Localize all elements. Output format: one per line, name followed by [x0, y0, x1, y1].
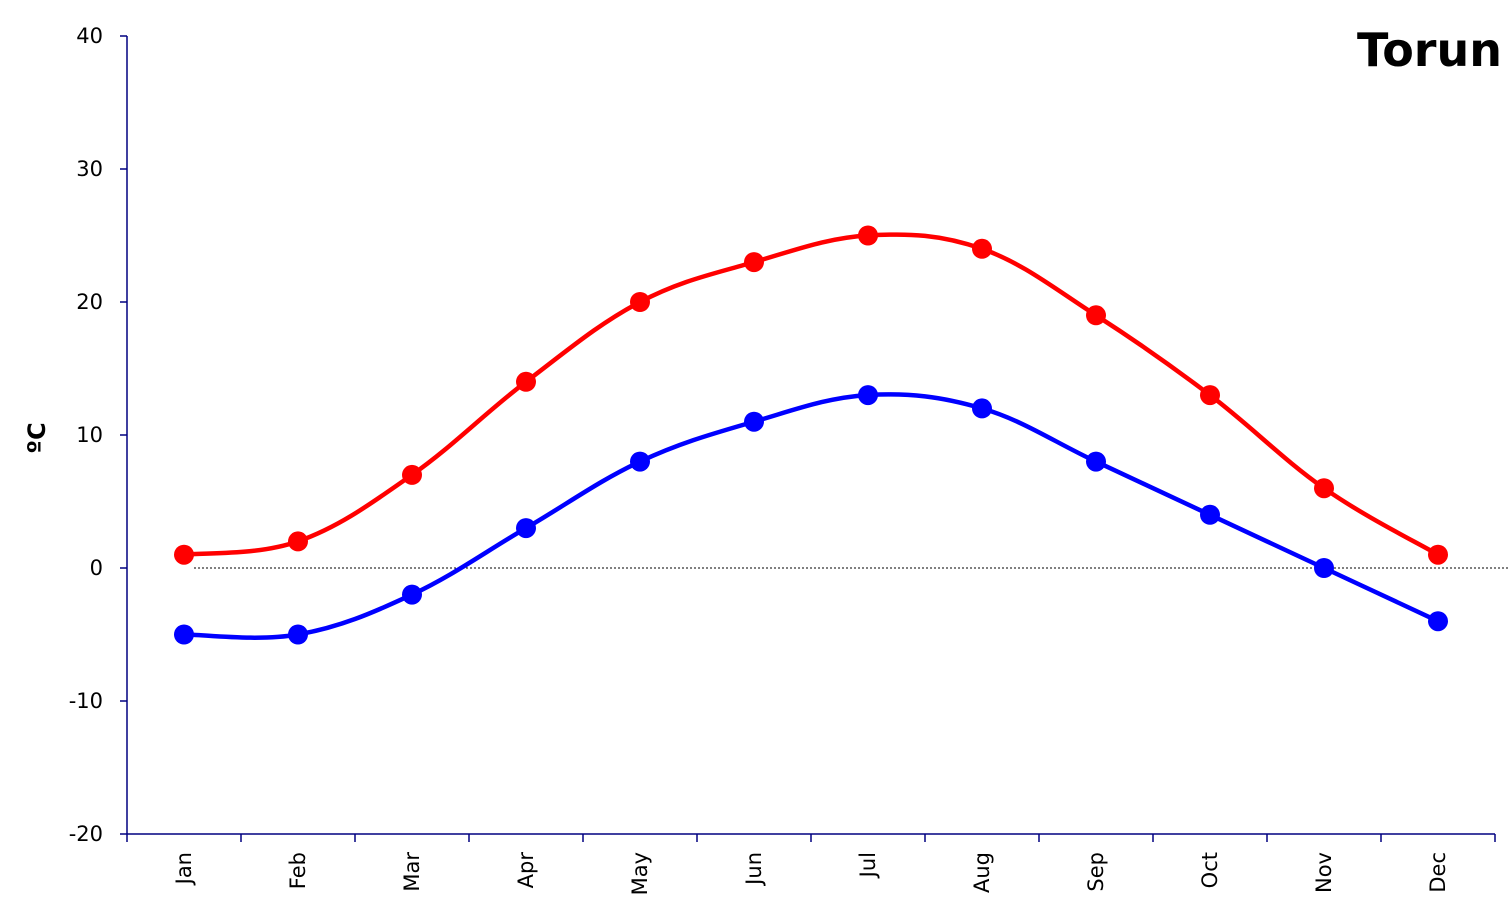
y-tick-label: 30 [76, 157, 103, 181]
series-point-2 [174, 624, 194, 645]
series-point-1 [972, 238, 992, 259]
x-tick-label: Jan [172, 852, 196, 886]
x-tick-label: Oct [1198, 852, 1222, 888]
series-point-1 [744, 252, 764, 273]
series-point-1 [1428, 544, 1448, 565]
series-point-2 [288, 624, 308, 645]
series-point-2 [1428, 611, 1448, 632]
series-point-1 [858, 225, 878, 246]
series-point-2 [972, 398, 992, 419]
series-point-1 [402, 464, 422, 485]
series-point-1 [1314, 478, 1334, 499]
y-tick-label: 40 [76, 24, 103, 48]
series-point-1 [1200, 385, 1220, 406]
x-axis-ticks: Jan Feb Mar Apr May Jun Jul Aug Sep Oct Nov Dec [126, 834, 1496, 895]
x-tick-label: Apr [514, 852, 538, 889]
series-point-2 [630, 451, 650, 472]
y-tick-label: 10 [76, 423, 103, 447]
x-tick-label: May [628, 852, 652, 895]
series-point-2 [744, 411, 764, 432]
x-tick-label: Sep [1084, 852, 1108, 892]
x-tick-label: Jun [742, 852, 766, 887]
series-point-2 [516, 518, 536, 539]
y-tick-label: 20 [76, 290, 103, 314]
series-point-1 [1086, 305, 1106, 326]
x-tick-label: Aug [970, 852, 994, 893]
y-axis-label: ºC [23, 422, 51, 453]
series-point-2 [858, 385, 878, 406]
x-tick-label: Feb [286, 852, 310, 889]
series-point-1 [516, 371, 536, 392]
x-tick-label: Mar [400, 852, 424, 892]
chart-title: Torun [1357, 23, 1502, 77]
chart-axes [126, 36, 1510, 835]
y-tick-label: -20 [69, 822, 103, 846]
series-points [174, 225, 1448, 645]
series-line-2 [183, 392, 1439, 640]
series-point-2 [1200, 504, 1220, 525]
series-point-1 [630, 292, 650, 312]
y-tick-label: -10 [69, 689, 103, 713]
series-point-2 [1086, 451, 1106, 472]
y-axis-ticks: -20 -10 0 10 20 30 40 [69, 24, 127, 846]
series-line-1 [183, 232, 1440, 557]
x-tick-label: Jul [856, 852, 880, 879]
series-point-2 [402, 584, 422, 605]
series-point-1 [288, 531, 308, 552]
x-tick-label: Dec [1426, 852, 1450, 893]
x-tick-label: Nov [1312, 852, 1336, 893]
series-point-2 [1314, 558, 1334, 578]
series-point-1 [174, 544, 194, 565]
y-tick-label: 0 [90, 556, 103, 580]
series-lines [183, 232, 1440, 640]
